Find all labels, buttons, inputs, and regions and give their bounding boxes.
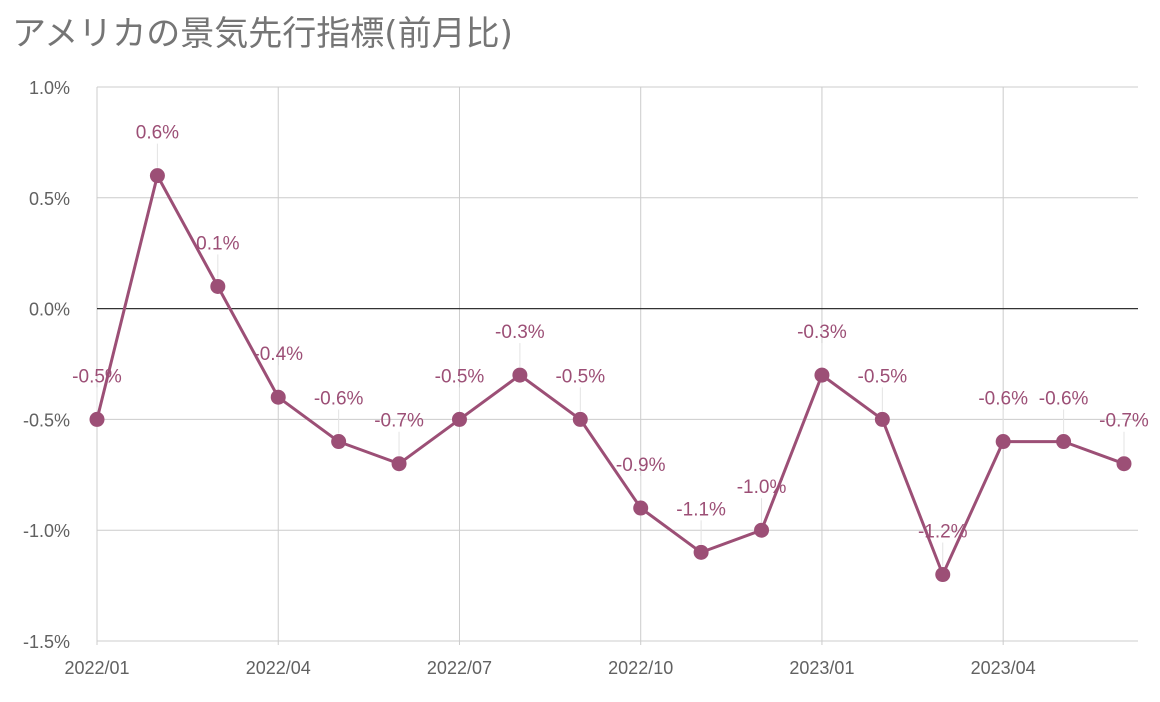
data-point	[1116, 456, 1132, 472]
data-label: -1.1%	[676, 499, 726, 520]
data-label: 0.6%	[136, 123, 179, 144]
data-label: -0.6%	[314, 389, 364, 410]
chart-title: アメリカの景気先行指標(前月比)	[12, 14, 513, 54]
data-point	[814, 367, 830, 383]
y-tick-label: 0.0%	[29, 300, 70, 320]
data-label: -0.7%	[1099, 411, 1149, 432]
data-point	[935, 567, 951, 583]
data-label: -0.3%	[797, 322, 847, 343]
y-axis: 1.0% 0.5% 0.0% -0.5% -1.0% -1.5%	[23, 78, 70, 652]
y-tick-label: -1.5%	[23, 632, 70, 652]
y-tick-label: 0.5%	[29, 189, 70, 209]
data-point	[754, 522, 770, 538]
data-point	[995, 434, 1011, 450]
x-tick-label: 2022/04	[246, 658, 311, 678]
y-tick-label: -0.5%	[23, 410, 70, 430]
data-point	[331, 434, 347, 450]
y-tick-label: -1.0%	[23, 521, 70, 541]
data-point	[693, 544, 709, 560]
data-point	[210, 278, 226, 294]
data-label: -0.7%	[374, 411, 424, 432]
data-label: 0.1%	[196, 233, 239, 254]
data-point	[451, 411, 467, 427]
data-labels: -0.5% 0.6% 0.1% -0.4% -0.6% -0.7% -0.5% -0.3% -0…	[72, 123, 1149, 567]
x-tick-label: 2023/01	[789, 658, 854, 678]
data-points	[89, 168, 1132, 583]
series-polyline	[95, 174, 1125, 576]
y-tick-label: 1.0%	[29, 78, 70, 98]
data-label: -0.5%	[555, 366, 605, 387]
data-label: -0.3%	[495, 322, 545, 343]
data-label: -0.5%	[858, 366, 908, 387]
data-label: -0.5%	[72, 366, 122, 387]
x-tick-label: 2022/01	[64, 658, 129, 678]
data-label: -0.5%	[435, 366, 485, 387]
data-label: -1.2%	[918, 522, 968, 543]
x-tick-label: 2022/10	[608, 658, 673, 678]
data-point	[1056, 434, 1072, 450]
x-axis: 2022/01 2022/04 2022/07 2022/10 2023/01 2023/…	[64, 658, 1035, 678]
data-point	[149, 168, 165, 184]
data-label: -0.9%	[616, 455, 666, 476]
x-tick-label: 2022/07	[427, 658, 492, 678]
data-label: -0.4%	[253, 344, 303, 365]
data-label: -0.6%	[1039, 389, 1089, 410]
x-tick-label: 2023/04	[971, 658, 1036, 678]
data-point	[874, 411, 890, 427]
data-point	[391, 456, 407, 472]
series-line	[95, 174, 1125, 576]
data-point	[512, 367, 528, 383]
data-point	[270, 389, 286, 405]
data-point	[89, 411, 105, 427]
data-point	[633, 500, 649, 516]
data-point	[572, 411, 588, 427]
data-label: -1.0%	[737, 477, 787, 498]
data-label: -0.6%	[978, 389, 1028, 410]
